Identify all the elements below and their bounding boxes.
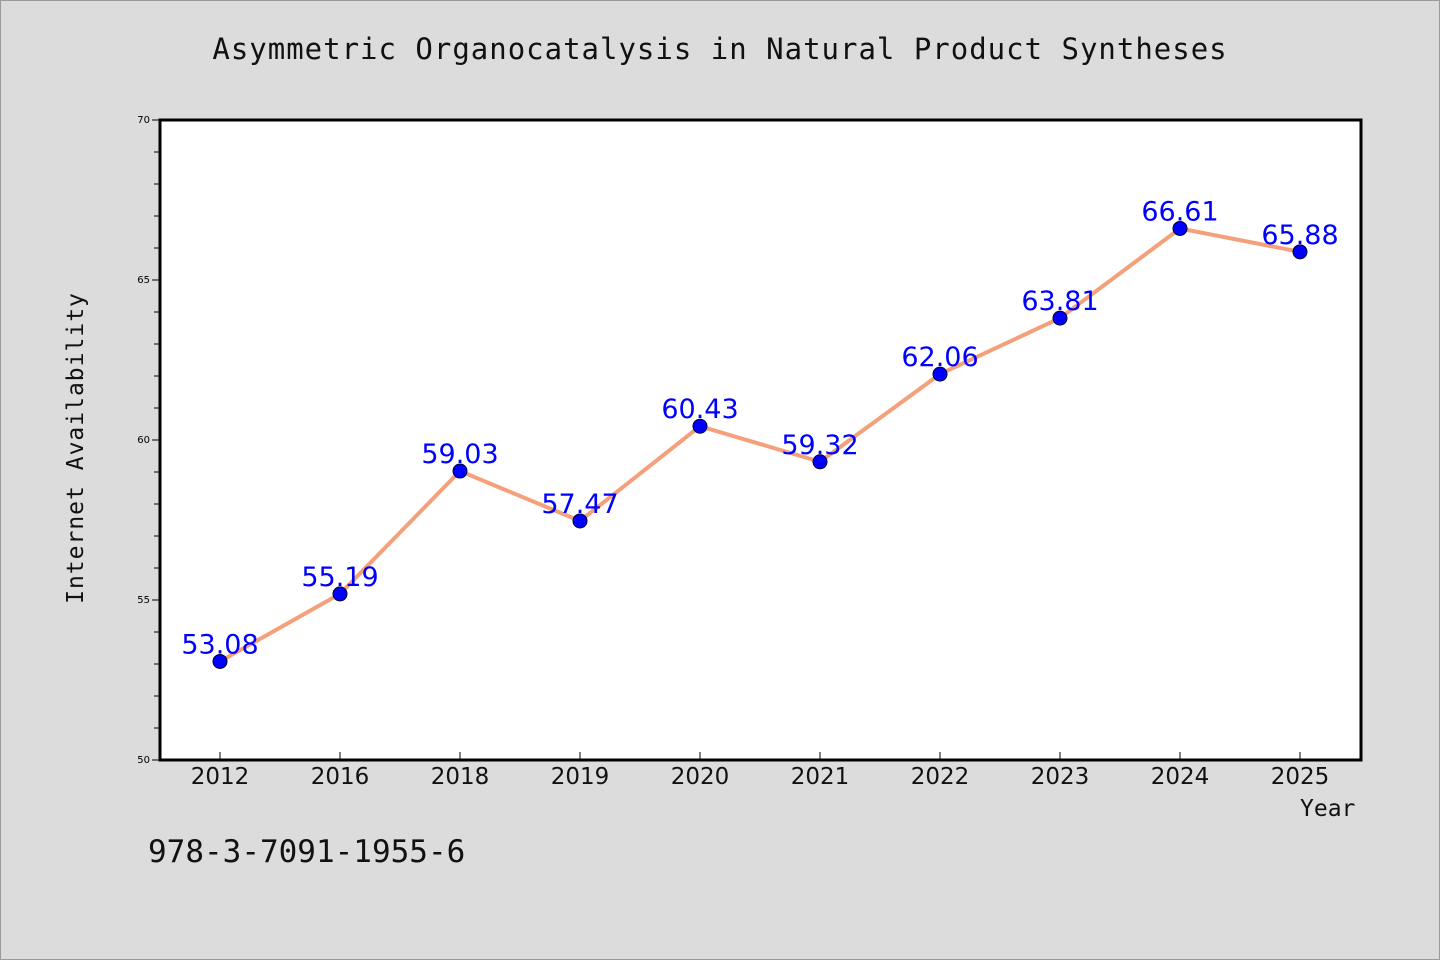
x-axis: 2012 2016 2018 2019 2020 2021 2022 2023 2024 2025: [191, 752, 1330, 790]
x-tick-label: 2012: [191, 764, 250, 790]
data-point: [1172, 220, 1188, 236]
x-tick-label: 2023: [1031, 764, 1090, 790]
data-point: [332, 586, 348, 602]
x-tick-label: 2018: [431, 764, 490, 790]
data-point: [1052, 310, 1068, 326]
data-label: 60.43: [661, 394, 738, 425]
chart-title: Asymmetric Organocatalysis in Natural Pr…: [212, 32, 1228, 66]
y-axis: 50 55 60 65 70: [137, 115, 160, 766]
data-point: [572, 513, 588, 529]
y-tick-label: 60: [137, 435, 150, 446]
data-point: [932, 366, 948, 382]
data-point: [812, 454, 828, 470]
plot-area: [158, 118, 1363, 762]
data-label: 66.61: [1141, 196, 1218, 227]
series-layer: 53.08 55.19 59.03 57.47 60.43 59.32 62.06 63.81…: [181, 196, 1339, 669]
data-point: [1292, 244, 1308, 260]
y-tick-label: 65: [137, 275, 150, 286]
data-label: 63.81: [1021, 286, 1098, 317]
x-tick-label: 2022: [911, 764, 970, 790]
y-tick-label: 55: [137, 595, 150, 606]
data-label: 62.06: [901, 342, 978, 373]
x-tick-label: 2025: [1271, 764, 1330, 790]
data-point: [692, 418, 708, 434]
series-line: [218, 226, 1302, 664]
y-tick-label: 70: [137, 115, 150, 126]
x-tick-label: 2020: [671, 764, 730, 790]
data-label: 55.19: [301, 562, 378, 593]
x-tick-label: 2024: [1151, 764, 1210, 790]
isbn-label: 978-3-7091-1955-6: [148, 834, 466, 870]
data-label: 53.08: [181, 629, 258, 660]
data-label: 59.32: [781, 430, 858, 461]
data-label: 59.03: [421, 439, 498, 470]
y-tick-label: 50: [137, 755, 150, 766]
data-point: [452, 463, 468, 479]
data-label: 57.47: [541, 489, 618, 520]
x-tick-label: 2019: [551, 764, 610, 790]
x-tick-label: 2021: [791, 764, 850, 790]
data-label: 65.88: [1261, 220, 1338, 251]
x-tick-label: 2016: [311, 764, 370, 790]
x-axis-label: Year: [1300, 796, 1356, 822]
data-point: [212, 653, 228, 669]
